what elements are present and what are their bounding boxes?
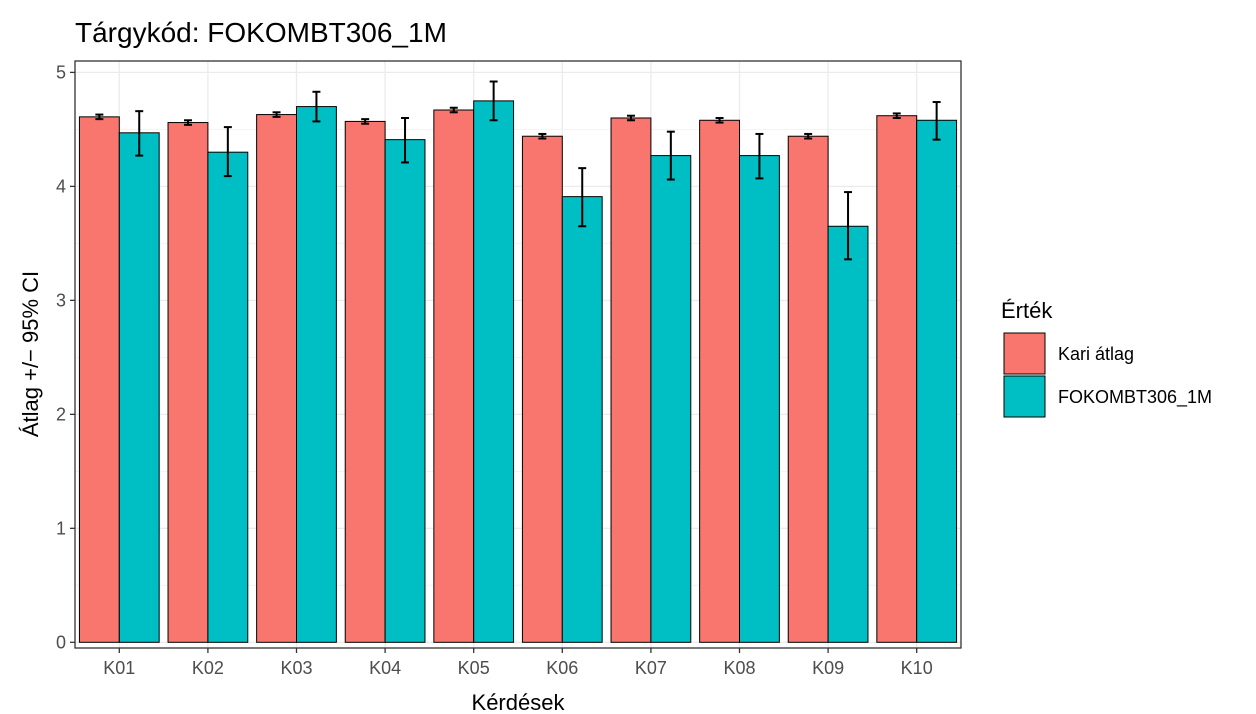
bar [207, 151, 249, 643]
y-tick-label: 5 [56, 62, 66, 82]
error-bars [95, 80, 941, 261]
y-axis-title: Átlag +/− 95% CI [18, 271, 43, 437]
bar [256, 114, 298, 643]
bar [610, 117, 652, 643]
bar [561, 196, 603, 643]
bar [344, 120, 386, 643]
panel-border [74, 60, 962, 649]
bar [521, 135, 563, 643]
bar [167, 122, 209, 643]
legend-swatch [1003, 375, 1046, 418]
bar [650, 155, 692, 643]
chart-title: Tárgykód: FOKOMBT306_1M [75, 17, 447, 48]
legend-label: Kari átlag [1058, 344, 1134, 364]
y-tick-label: 3 [56, 290, 66, 310]
bar [827, 225, 869, 643]
y-axis: 0 1 2 3 4 5 [56, 62, 75, 652]
x-tick-label: K06 [546, 658, 578, 678]
y-tick-label: 2 [56, 404, 66, 424]
legend-swatch [1003, 332, 1046, 375]
bar [473, 100, 515, 643]
bar [118, 132, 160, 643]
x-tick-label: K01 [103, 658, 135, 678]
y-tick-label: 1 [56, 518, 66, 538]
x-tick-label: K09 [812, 658, 844, 678]
x-axis: K01 K02 K03 K04 K05 K06 K07 K08 K09 K10 [103, 648, 933, 678]
x-tick-label: K03 [280, 658, 312, 678]
plot-panel [74, 60, 962, 649]
x-tick-label: K08 [723, 658, 755, 678]
legend-title: Érték [1001, 298, 1053, 323]
bar [296, 106, 337, 643]
bar [78, 116, 120, 643]
x-axis-title: Kérdések [472, 690, 566, 714]
bar [787, 135, 829, 643]
x-tick-label: K05 [458, 658, 490, 678]
bar [384, 139, 426, 643]
bar [876, 115, 918, 643]
bar [916, 119, 958, 643]
x-tick-label: K02 [192, 658, 224, 678]
legend: Érték Kari átlag FOKOMBT306_1M [1001, 298, 1212, 418]
x-tick-label: K07 [635, 658, 667, 678]
x-tick-label: K04 [369, 658, 401, 678]
y-tick-label: 0 [56, 632, 66, 652]
bar [739, 155, 780, 643]
bars [78, 100, 958, 643]
legend-label: FOKOMBT306_1M [1058, 387, 1212, 408]
x-tick-label: K10 [901, 658, 933, 678]
y-tick-label: 4 [56, 176, 66, 196]
bar [433, 109, 475, 643]
bar [699, 119, 741, 643]
